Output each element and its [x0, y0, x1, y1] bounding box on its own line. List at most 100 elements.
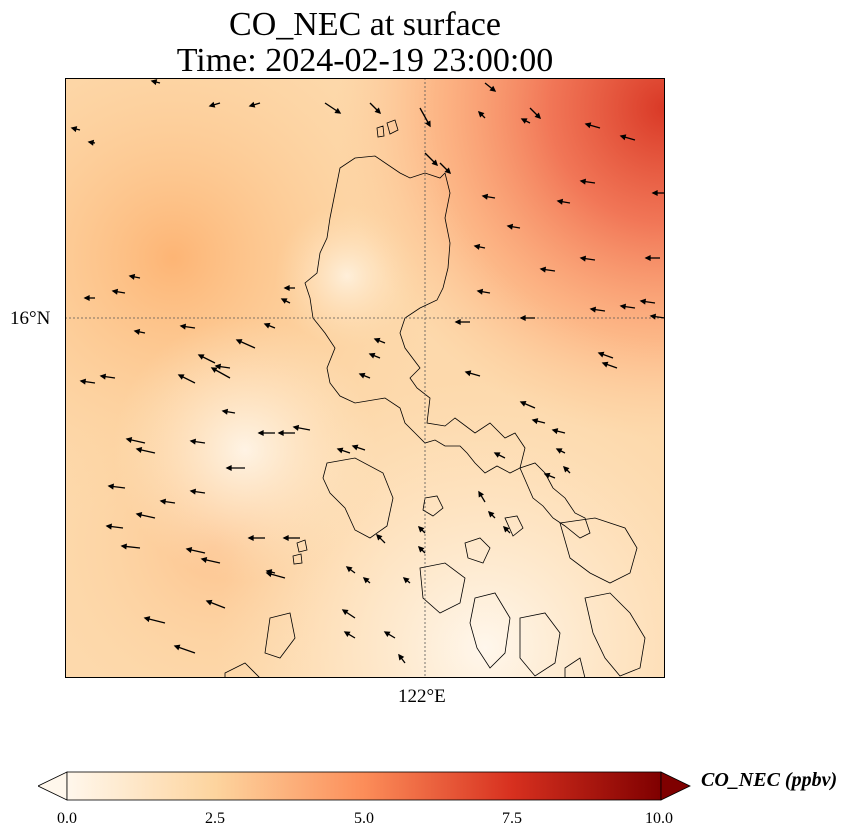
- wind-arrow-head: [556, 198, 564, 205]
- wind-arrow-head: [519, 401, 527, 407]
- wind-arrow-head: [208, 101, 216, 108]
- wind-arrow-head: [265, 569, 273, 576]
- wind-vectors: [70, 79, 665, 664]
- wind-arrow-head: [431, 159, 439, 167]
- wind-arrow-head: [502, 525, 510, 533]
- wind-arrow-head: [70, 126, 78, 133]
- map-panel: [65, 78, 665, 678]
- wind-arrow-head: [87, 139, 95, 146]
- wind-arrow-head: [135, 512, 143, 518]
- wind-arrow-head: [177, 374, 185, 380]
- wind-arrow-head: [83, 294, 90, 302]
- wind-arrow-head: [280, 298, 288, 304]
- wind-arrow-head: [601, 361, 609, 368]
- wind-arrow-head: [150, 79, 158, 86]
- wind-arrow-head: [79, 378, 87, 385]
- wind-arrow-head: [476, 288, 484, 295]
- wind-arrow-head: [277, 429, 284, 437]
- map-frame: [65, 78, 665, 678]
- wind-arrow-head: [481, 193, 489, 200]
- wind-arrow-head: [589, 306, 597, 313]
- wind-arrow-head: [107, 483, 114, 490]
- wind-arrow-head: [257, 429, 264, 437]
- wind-arrow-head: [362, 577, 370, 584]
- wind-arrow-head: [551, 428, 559, 435]
- wind-arrow-head: [248, 101, 256, 108]
- wind-arrow-head: [225, 464, 232, 472]
- wind-arrow-head: [143, 616, 151, 623]
- wind-arrow-head: [487, 510, 495, 518]
- wind-arrow-head: [473, 243, 481, 250]
- colorbar-over-extension: [660, 771, 691, 801]
- colorbar: [38, 771, 691, 801]
- wind-arrow-head: [489, 85, 497, 92]
- colorbar-tick-label: 5.0: [354, 810, 374, 827]
- map-timestamp: Time: 2024-02-19 23:00:00: [176, 42, 554, 79]
- wind-arrow-head: [539, 266, 547, 273]
- wind-arrow-head: [562, 465, 570, 473]
- wind-arrow-head: [197, 354, 205, 360]
- wind-arrow-head: [99, 373, 107, 380]
- wind-arrow-head: [292, 424, 300, 431]
- wind-arrow-head: [173, 644, 181, 651]
- wind-arrow-head: [520, 118, 528, 124]
- wind-arrow-head: [200, 557, 208, 563]
- wind-arrow-head: [341, 609, 349, 616]
- wind-arrow-head: [358, 372, 366, 379]
- wind-arrow-head: [619, 303, 627, 310]
- wind-arrow-head: [343, 631, 351, 638]
- wind-arrow-head: [374, 107, 382, 115]
- wind-arrow-head: [368, 352, 376, 359]
- wind-arrow-head: [373, 337, 381, 344]
- latitude-tick-label: 16°N: [10, 308, 51, 329]
- wind-arrow-head: [179, 323, 187, 330]
- colorbar-tick-label: 7.5: [502, 810, 522, 827]
- wind-arrow-head: [444, 167, 452, 175]
- wind-arrow-head: [282, 534, 289, 542]
- wind-arrow-head: [189, 438, 197, 445]
- wind-arrow-head: [159, 498, 167, 505]
- wind-arrow-head: [417, 525, 425, 533]
- wind-arrow-head: [417, 545, 425, 553]
- wind-arrow-head: [185, 547, 193, 553]
- wind-arrow-head: [375, 533, 383, 541]
- wind-arrow-head: [334, 107, 342, 114]
- wind-arrow-head: [336, 447, 344, 454]
- colorbar-label: CO_NEC (ppbv): [701, 769, 838, 791]
- wind-arrow-head: [639, 298, 647, 305]
- wind-arrow-head: [210, 367, 218, 373]
- wind-arrow-head: [519, 314, 526, 322]
- wind-arrow-head: [383, 631, 391, 638]
- longitude-tick-label: 122°E: [398, 686, 446, 707]
- colorbar-tick-label: 2.5: [205, 810, 225, 827]
- wind-arrow-head: [425, 120, 431, 128]
- wind-arrow-head: [351, 444, 359, 451]
- wind-arrow-head: [105, 523, 112, 530]
- colorbar-under-extension: [38, 771, 68, 801]
- wind-arrow-head: [506, 223, 514, 230]
- wind-arrow-head: [555, 448, 563, 454]
- wind-arrow-head: [619, 134, 627, 141]
- coastlines: [224, 119, 646, 678]
- wind-arrow-head: [283, 284, 290, 292]
- wind-arrow-head: [651, 189, 658, 197]
- wind-arrow-head: [543, 472, 551, 479]
- wind-arrow-head: [464, 370, 472, 377]
- wind-arrow-head: [402, 577, 410, 584]
- wind-arrow-head: [247, 534, 254, 542]
- wind-arrow-head: [534, 112, 542, 120]
- wind-arrow-head: [235, 339, 243, 345]
- wind-arrow-head: [579, 255, 587, 262]
- wind-arrow-head: [128, 273, 136, 280]
- wind-arrow-head: [398, 653, 405, 661]
- map-title: CO_NEC at surface: [229, 6, 501, 43]
- wind-arrow-head: [454, 318, 461, 326]
- wind-arrow-head: [125, 437, 133, 443]
- wind-arrow-head: [584, 122, 592, 129]
- wind-arrow-head: [120, 543, 127, 550]
- wind-arrow-head: [133, 328, 141, 335]
- wind-arrow-head: [579, 178, 587, 185]
- wind-arrow-head: [478, 490, 485, 498]
- wind-arrow-head: [214, 363, 222, 370]
- wind-arrow-head: [477, 110, 485, 118]
